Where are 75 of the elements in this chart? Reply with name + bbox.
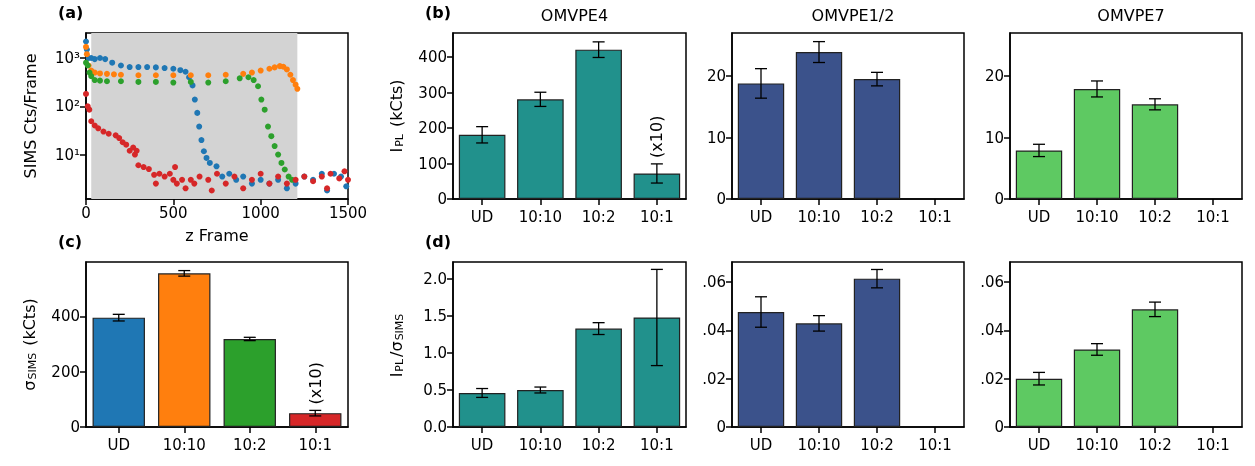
x-tick-label: 500 <box>159 203 188 222</box>
y-tick-label: 1.5 <box>423 307 447 326</box>
x-tick-label: 10:2 <box>232 435 267 454</box>
chart-title: OMVPE4 <box>540 5 609 25</box>
x-tick-label: UD <box>107 435 131 454</box>
annotation: (x10) <box>647 115 667 158</box>
x-tick-label: 10:2 <box>581 435 616 454</box>
y-tick-label: 10¹ <box>54 145 80 164</box>
y-tick-label: 20 <box>706 67 726 86</box>
y-tick-label: .06 <box>980 273 1004 292</box>
y-tick-label: 200 <box>418 119 447 138</box>
x-tick-label: 1500 <box>328 203 368 222</box>
x-tick-label: UD <box>1027 207 1051 226</box>
x-tick-label: UD <box>1027 435 1051 454</box>
y-tick-label: 0 <box>437 190 447 208</box>
x-tick-label: 10:10 <box>518 435 562 454</box>
y-tick-label: 10² <box>54 97 80 116</box>
y-tick-label: .04 <box>702 321 726 340</box>
x-tick-label: 10:2 <box>1138 435 1172 454</box>
y-tick-label: 10 <box>984 128 1004 147</box>
x-tick-label: UD <box>470 207 494 226</box>
x-tick-label: 10:2 <box>860 207 894 226</box>
x-tick-label: 10:1 <box>640 207 674 226</box>
y-tick-label: .02 <box>980 369 1004 388</box>
y-tick-label: 10 <box>706 128 726 147</box>
x-tick-label: 10:10 <box>1075 207 1119 226</box>
x-tick-label: 10:10 <box>162 435 206 454</box>
x-tick-label: 10:2 <box>581 207 616 226</box>
y-tick-label: 300 <box>418 83 447 102</box>
y-tick-label: 400 <box>418 48 447 67</box>
x-tick-label: 10:10 <box>1075 435 1119 454</box>
x-tick-label: 10:10 <box>797 435 841 454</box>
x-tick-label: UD <box>749 207 773 226</box>
x-tick-label: 10:1 <box>1196 435 1230 454</box>
x-axis-title: z Frame <box>185 225 249 245</box>
y-tick-label: 200 <box>51 362 80 381</box>
y-tick-label: 0 <box>716 418 726 436</box>
y-tick-label: 1.0 <box>423 344 447 363</box>
y-tick-label: 20 <box>984 67 1004 86</box>
x-tick-label: 10:1 <box>298 435 333 454</box>
y-tick-label: .02 <box>702 369 726 388</box>
chart-title: OMVPE7 <box>1097 5 1165 25</box>
y-tick-label: 100 <box>418 154 447 173</box>
x-tick-label: 10:10 <box>518 207 562 226</box>
y-tick-label: 400 <box>51 307 80 326</box>
text: (b) <box>425 2 452 22</box>
x-tick-label: 10:10 <box>797 207 841 226</box>
text: (c) <box>58 231 83 251</box>
x-tick-label: 1000 <box>241 203 280 222</box>
x-tick-label: 10:1 <box>640 435 674 454</box>
y-tick-label: 2.0 <box>423 270 447 289</box>
chart-title: OMVPE1/2 <box>811 5 895 25</box>
x-tick-label: 10:2 <box>860 435 894 454</box>
x-tick-label: UD <box>749 435 773 454</box>
y-tick-label: 0 <box>70 418 80 436</box>
annotation: (x10) <box>305 362 325 405</box>
y-tick-label: 0 <box>994 190 1004 208</box>
x-tick-label: UD <box>470 435 494 454</box>
y-tick-label: 0 <box>716 190 726 208</box>
x-tick-label: 10:1 <box>1196 207 1230 226</box>
y-tick-label: 0 <box>994 418 1004 436</box>
y-tick-label: 10³ <box>54 49 80 68</box>
y-tick-label: .06 <box>702 273 726 292</box>
y-axis-title: IPL (kCts) <box>386 79 406 153</box>
x-tick-label: 10:1 <box>918 435 952 454</box>
text: (d) <box>425 231 452 251</box>
y-axis-title: σSIMS (kCts) <box>19 298 39 391</box>
text: (a) <box>58 2 84 22</box>
y-tick-label: 0.5 <box>423 381 447 399</box>
y-tick-label: .04 <box>980 321 1004 340</box>
x-tick-label: 10:2 <box>1138 207 1172 226</box>
y-axis-title: IPL/σSIMS <box>386 313 406 378</box>
x-tick-label: 10:1 <box>918 207 952 226</box>
y-axis-title: SIMS Cts/Frame <box>20 53 40 179</box>
y-tick-label: 0.0 <box>423 418 447 436</box>
